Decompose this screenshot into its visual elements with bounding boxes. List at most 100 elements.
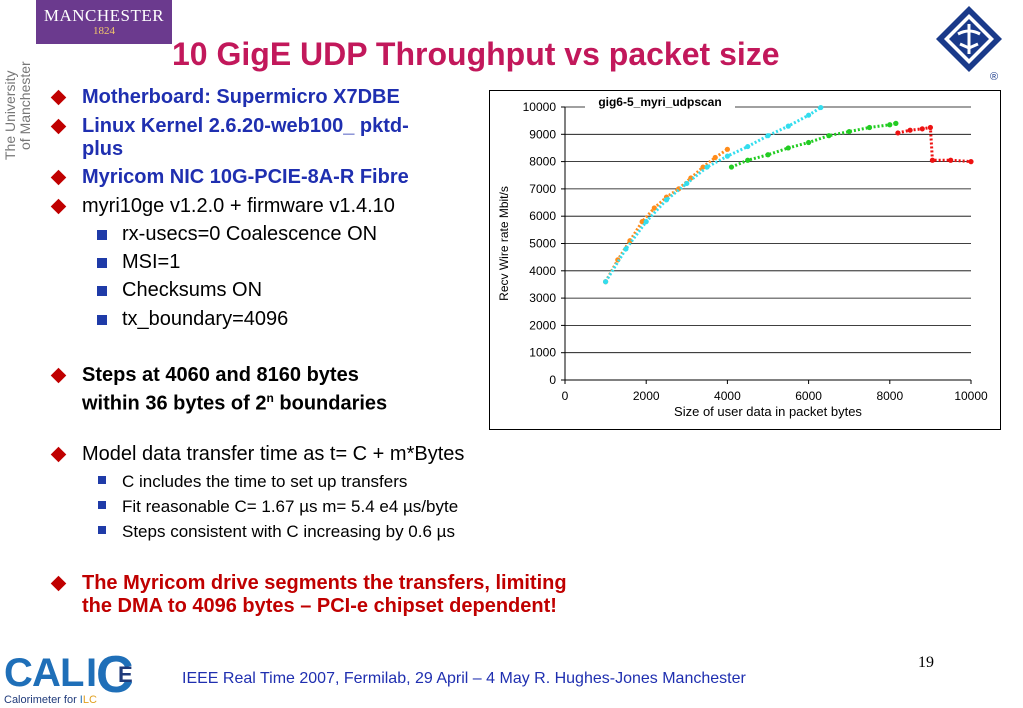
bullet-nic: Myricom NIC 10G-PCIE-8A-R Fibre — [34, 166, 409, 189]
sub-bullet-fit: Fit reasonable C= 1.67 µs m= 5.4 e4 µs/b… — [34, 495, 458, 518]
bullet-text: Myricom NIC 10G-PCIE-8A-R Fibre — [82, 166, 409, 188]
x-tick-label: 10000 — [954, 389, 988, 403]
chart-title-background — [585, 93, 735, 111]
y-tick-label: 4000 — [529, 264, 556, 278]
calice-caption: Calorimeter for ILC — [4, 694, 97, 706]
bullet-text: myri10ge v1.2.0 + firmware v1.4.10 — [82, 195, 395, 217]
square-bullet-icon — [98, 526, 106, 534]
series-2-point — [806, 139, 812, 146]
series-2-point — [728, 164, 735, 170]
bullet-text: Steps consistent with C increasing by 0.… — [122, 522, 455, 541]
series-0-line — [604, 148, 729, 283]
bullet-text: rx-usecs=0 Coalescence ON — [122, 223, 378, 245]
bullet-text: Motherboard: Supermicro X7DBE — [82, 86, 400, 108]
calice-logo: C A L I C E Calorimeter for ILC — [4, 646, 134, 706]
university-side-text-line1: The University — [2, 71, 18, 160]
series-1-point — [684, 180, 690, 187]
diamond-bullet-icon — [50, 446, 66, 463]
bullet-kernel: Linux Kernel 2.6.20-web100_ pktd-plus — [34, 115, 454, 161]
series-3-point — [948, 157, 954, 163]
sub-bullet-steps-consistent: Steps consistent with C increasing by 0.… — [34, 520, 455, 543]
chart-frame: 0 1000 2000 3000 4000 5000 6000 7000 8000 9000 100… — [489, 90, 1001, 430]
y-tick-label: 3000 — [529, 291, 556, 305]
calice-letter-c1: C — [4, 651, 33, 695]
calice-letter-a: A — [32, 651, 61, 695]
calice-letter-i: I — [86, 651, 97, 695]
diamond-bullet-icon — [50, 89, 66, 106]
y-tick-label: 8000 — [529, 155, 556, 169]
series-3-point — [968, 159, 974, 165]
series-1-point — [704, 164, 710, 170]
x-tick-label: 2000 — [633, 389, 660, 403]
x-axis-label: Size of user data in packet bytes — [674, 404, 862, 419]
y-tick-label: 2000 — [529, 318, 556, 332]
x-tick-label: 4000 — [714, 389, 741, 403]
x-tick-label: 6000 — [795, 389, 822, 403]
bullet-steps-line2-suffix: boundaries — [273, 392, 388, 415]
bullet-text: Fit reasonable C= 1.67 µs m= 5.4 e4 µs/b… — [122, 497, 459, 516]
series-1-point — [765, 133, 771, 139]
y-tick-label: 7000 — [529, 182, 556, 196]
square-bullet-icon — [98, 476, 106, 484]
calice-letter-e: E — [118, 662, 133, 687]
ieee-registered-mark: ® — [990, 71, 998, 83]
sub-bullet-checksums: Checksums ON — [34, 279, 262, 302]
series-0-point — [651, 205, 657, 211]
bullet-steps-text: Steps at 4060 and 8160 bytes within 36 b… — [82, 364, 387, 416]
series-3-point — [927, 124, 933, 131]
series-2-line — [730, 121, 897, 169]
x-tick-label: 8000 — [876, 389, 903, 403]
square-bullet-icon — [97, 258, 107, 268]
manchester-logo-year: 1824 — [93, 25, 115, 37]
y-axis-label: Recv Wire rate Mbit/s — [497, 186, 511, 301]
series-1-point — [818, 104, 824, 111]
series-0-point — [712, 154, 718, 161]
university-side-text: The University of Manchester — [2, 61, 33, 160]
series-1-point — [806, 112, 812, 118]
square-bullet-icon — [97, 315, 107, 325]
bullet-model: Model data transfer time as t= C + m*Byt… — [34, 443, 464, 466]
y-tick-label: 9000 — [529, 127, 556, 141]
sub-bullet-rx-usecs: rx-usecs=0 Coalescence ON — [34, 223, 377, 246]
sub-bullet-msi: MSI=1 — [34, 251, 180, 274]
series-0-point — [724, 146, 730, 152]
y-tick-label: 1000 — [529, 346, 556, 360]
calice-letter-c2: C — [96, 646, 134, 704]
sub-bullet-c-setup: C includes the time to set up transfers — [34, 470, 407, 493]
series-1-point — [785, 123, 791, 129]
series-1-point — [745, 143, 751, 150]
bullet-myricom-dma: The Myricom drive segments the transfers… — [34, 572, 594, 618]
diamond-bullet-icon — [50, 367, 66, 384]
series-3-line — [897, 125, 972, 164]
ieee-logo: ® — [936, 6, 1002, 83]
page-number: 19 — [918, 654, 934, 671]
series-0-point — [700, 164, 706, 170]
series-2-point — [785, 145, 791, 151]
manchester-logo: MANCHESTER 1824 — [36, 0, 172, 44]
diamond-bullet-icon — [50, 575, 66, 592]
series-2-point — [887, 122, 893, 128]
university-side-text-line2: of Manchester — [17, 61, 33, 150]
bullet-driver: myri10ge v1.2.0 + firmware v1.4.10 — [34, 195, 395, 218]
manchester-logo-name: MANCHESTER — [43, 6, 165, 25]
bullet-text: tx_boundary=4096 — [122, 308, 289, 330]
bullet-steps-superscript: n — [266, 391, 274, 405]
x-tick-label: 0 — [562, 389, 569, 403]
series-1-point — [663, 197, 670, 203]
chart-title: gig6-5_myri_udpscan — [598, 95, 721, 109]
square-bullet-icon — [97, 286, 107, 296]
bullet-text: MSI=1 — [122, 251, 181, 273]
calice-letter-l: L — [60, 651, 84, 695]
series-2-point — [765, 152, 771, 158]
bullet-text: Model data transfer time as t= C + m*Byt… — [82, 443, 465, 465]
series-2-point — [745, 157, 751, 163]
series-2-point — [893, 120, 899, 126]
series-1-line — [604, 106, 822, 283]
y-tick-label: 10000 — [523, 100, 557, 114]
series-1-point — [724, 153, 730, 159]
series-1-point — [623, 246, 629, 252]
diamond-bullet-icon — [50, 198, 66, 215]
slide-footer: IEEE Real Time 2007, Fermilab, 29 April … — [182, 670, 746, 687]
square-bullet-icon — [97, 230, 107, 240]
series-2-point — [826, 133, 832, 139]
